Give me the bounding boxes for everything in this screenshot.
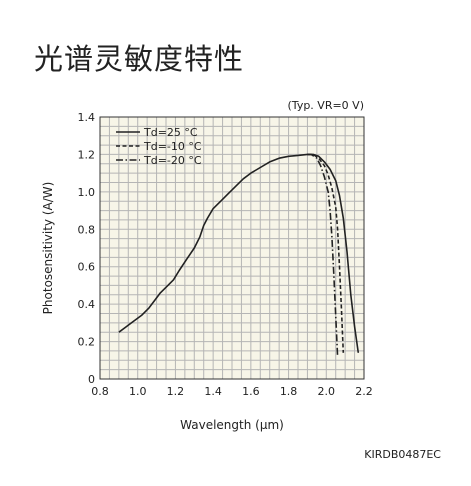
condition-label: (Typ. VR=0 V) <box>288 99 364 112</box>
series-layer <box>118 153 360 357</box>
y-tick-label: 0.2 <box>78 336 96 349</box>
plot-frame <box>99 116 365 380</box>
y-tick-label: 0.8 <box>78 223 96 236</box>
series-line-2 <box>307 153 345 353</box>
series-line-3 <box>307 153 339 357</box>
series-line-1 <box>118 153 360 353</box>
x-tick-label: 1.8 <box>280 385 298 398</box>
y-axis-label: Photosensitivity (A/W) <box>41 182 55 315</box>
legend: Td=25 °CTd=-10 °CTd=-20 °C <box>116 126 202 167</box>
x-tick-label: 1.0 <box>129 385 147 398</box>
x-tick-label: 1.4 <box>204 385 222 398</box>
y-tick-label: 1.4 <box>78 111 96 124</box>
y-tick-label: 1.0 <box>78 186 96 199</box>
page-title: 光谱灵敏度特性 <box>34 42 245 76</box>
y-tick-label: 0.4 <box>78 298 96 311</box>
x-tick-label: 1.2 <box>167 385 185 398</box>
x-tick-label: 1.6 <box>242 385 260 398</box>
figure-code: KIRDB0487EC <box>364 448 441 461</box>
y-tick-label: 1.2 <box>78 148 96 161</box>
x-axis-label: Wavelength (μm) <box>180 418 284 432</box>
legend-label-3: Td=-20 °C <box>143 154 202 167</box>
y-tick-label: 0 <box>88 373 95 386</box>
grid <box>100 117 364 379</box>
x-tick-label: 2.0 <box>318 385 336 398</box>
axis-ticks: 0.8 1.0 1.2 1.4 1.6 1.8 2.0 2.2 0 0.2 0.4 0.6 0.8 1.0… <box>78 111 373 398</box>
y-tick-label: 0.6 <box>78 261 96 274</box>
legend-label-2: Td=-10 °C <box>143 140 202 153</box>
legend-label-1: Td=25 °C <box>143 126 198 139</box>
x-tick-label: 2.2 <box>355 385 373 398</box>
x-tick-label: 0.8 <box>91 385 109 398</box>
